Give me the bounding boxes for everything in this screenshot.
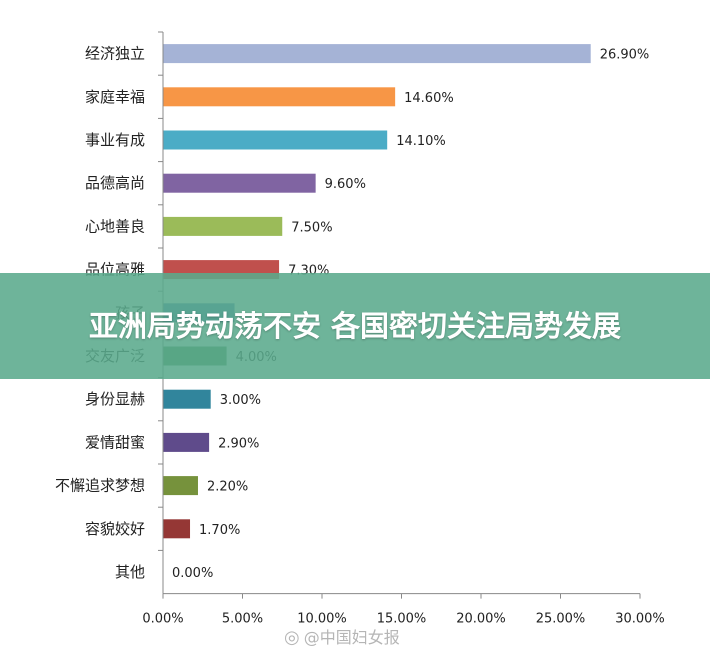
bar [163, 87, 396, 107]
bar [163, 44, 591, 64]
value-label: 26.90% [600, 48, 650, 63]
category-label: 经济独立 [85, 45, 145, 63]
x-tick-label: 25.00% [536, 612, 586, 627]
category-label: 品德高尚 [85, 174, 145, 192]
value-label: 14.60% [404, 91, 454, 106]
x-tick-label: 5.00% [222, 612, 263, 627]
bar [163, 432, 210, 452]
bar [163, 173, 316, 193]
x-tick-label: 20.00% [456, 612, 506, 627]
bar [163, 476, 198, 496]
x-tick-label: 0.00% [142, 612, 183, 627]
value-label: 14.10% [396, 134, 446, 149]
value-label: 0.00% [172, 566, 213, 581]
watermark: ◎ @中国妇女报 [284, 624, 400, 648]
value-label: 7.50% [291, 220, 332, 235]
x-tick-label: 10.00% [297, 612, 347, 627]
category-label: 事业有成 [85, 131, 145, 149]
value-label: 3.00% [220, 393, 261, 408]
category-label: 容貌姣好 [85, 520, 145, 538]
bar [163, 519, 191, 539]
value-label: 2.20% [207, 480, 248, 495]
category-label: 不懈追求梦想 [55, 477, 145, 495]
category-label: 爱情甜蜜 [85, 433, 145, 451]
category-label: 家庭幸福 [85, 88, 145, 106]
bar [163, 216, 283, 236]
value-label: 1.70% [199, 523, 240, 538]
category-label: 其他 [115, 563, 145, 581]
x-tick-label: 30.00% [615, 612, 665, 627]
x-tick-label: 15.00% [377, 612, 427, 627]
category-label: 身份显赫 [85, 390, 145, 408]
watermark-text: @中国妇女报 [303, 628, 400, 647]
bar [163, 130, 388, 150]
headline-text: 亚洲局势动荡不安 各国密切关注局势发展 [88, 309, 622, 343]
category-label: 心地善良 [85, 217, 145, 235]
weibo-icon: ◎ [284, 627, 300, 648]
headline-banner: 亚洲局势动荡不安 各国密切关注局势发展 [0, 273, 710, 379]
bar [163, 389, 211, 409]
value-label: 2.90% [218, 436, 259, 451]
value-label: 9.60% [325, 177, 366, 192]
